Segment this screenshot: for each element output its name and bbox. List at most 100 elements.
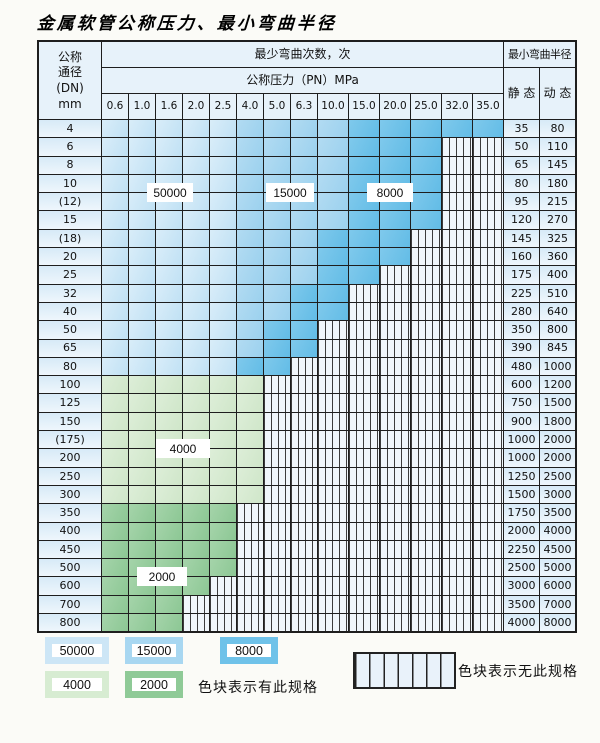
zone-cell	[411, 156, 441, 174]
dynamic-cell: 400	[540, 266, 575, 284]
zone-cell	[102, 248, 128, 266]
zone-cell	[102, 431, 128, 449]
zone-cell	[210, 174, 236, 193]
zone-cell	[237, 229, 263, 248]
zone-cell	[291, 614, 317, 632]
zone-cell	[129, 120, 155, 138]
zone-cell	[237, 394, 263, 412]
dynamic-cell: 145	[540, 156, 575, 174]
zone-cell	[129, 595, 155, 614]
static-cell: 65	[504, 156, 539, 174]
zone-cell	[349, 412, 379, 431]
zone-cell	[473, 284, 503, 302]
zone-cell	[156, 302, 182, 321]
zone-cell	[380, 376, 410, 394]
static-cell: 95	[504, 193, 539, 211]
zone-cell	[318, 357, 348, 376]
zone-cell	[156, 614, 182, 632]
zone-cell	[291, 211, 317, 229]
zone-cell	[473, 357, 503, 376]
zone-cell	[102, 357, 128, 376]
zone-cell	[411, 540, 441, 559]
zone-cell	[129, 229, 155, 248]
zone-cell	[411, 522, 441, 540]
zone-cell	[264, 431, 290, 449]
zone-cell	[129, 321, 155, 339]
zone-cell	[380, 302, 410, 321]
dynamic-cell: 4500	[540, 540, 575, 559]
zone-cell	[442, 394, 472, 412]
zone-cell	[102, 449, 128, 467]
dn-cell: 600	[39, 577, 101, 595]
zone-cell	[264, 339, 290, 357]
zone-cell	[210, 357, 236, 376]
zone-cell	[237, 284, 263, 302]
dn-cell: (18)	[39, 229, 101, 248]
dn-cell: 800	[39, 614, 101, 632]
zone-cell	[411, 595, 441, 614]
zone-cell	[442, 467, 472, 485]
zone-cell	[380, 614, 410, 632]
zone-cell	[349, 467, 379, 485]
zone-cell	[264, 248, 290, 266]
zone-cell	[237, 449, 263, 467]
zone-cell	[264, 412, 290, 431]
zone-cell	[129, 284, 155, 302]
zone-cell	[349, 595, 379, 614]
zone-cell	[442, 577, 472, 595]
zone-cell	[183, 467, 209, 485]
pressure-tick: 1.0	[129, 94, 155, 119]
zone-cell	[318, 595, 348, 614]
zone-cell	[237, 339, 263, 357]
zone-cell	[349, 449, 379, 467]
zone-cell	[264, 394, 290, 412]
zone-cell	[156, 211, 182, 229]
static-cell: 2500	[504, 559, 539, 577]
dynamic-cell: 2000	[540, 431, 575, 449]
dn-cell: 700	[39, 595, 101, 614]
cycle-label-8000: 8000	[367, 183, 413, 202]
zone-cell	[411, 211, 441, 229]
dn-cell: 65	[39, 339, 101, 357]
zone-cell	[442, 174, 472, 193]
zone-cell	[156, 412, 182, 431]
zone-cell	[442, 412, 472, 431]
zone-cell	[210, 504, 236, 522]
zone-cell	[442, 193, 472, 211]
zone-cell	[237, 540, 263, 559]
zone-cell	[380, 449, 410, 467]
dynamic-cell: 8000	[540, 614, 575, 632]
zone-cell	[318, 485, 348, 504]
zone-cell	[264, 120, 290, 138]
zone-cell	[264, 376, 290, 394]
zone-cell	[210, 339, 236, 357]
pressure-tick: 2.5	[210, 94, 236, 119]
zone-cell	[442, 266, 472, 284]
zone-cell	[264, 284, 290, 302]
zone-cell	[102, 193, 128, 211]
static-cell: 1500	[504, 485, 539, 504]
static-cell: 280	[504, 302, 539, 321]
zone-cell	[442, 248, 472, 266]
zone-cell	[102, 266, 128, 284]
zone-cell	[291, 485, 317, 504]
zone-cell	[183, 156, 209, 174]
zone-cell	[291, 302, 317, 321]
zone-cell	[291, 412, 317, 431]
zone-cell	[237, 302, 263, 321]
cycle-label-4000: 4000	[156, 439, 210, 458]
zone-cell	[411, 485, 441, 504]
page-title: 金属软管公称压力、最小弯曲半径	[36, 14, 338, 34]
zone-cell	[442, 138, 472, 156]
zone-cell	[349, 431, 379, 449]
zone-cell	[102, 156, 128, 174]
zone-cell	[264, 357, 290, 376]
static-cell: 1000	[504, 449, 539, 467]
pressure-tick: 20.0	[380, 94, 410, 119]
zone-cell	[442, 211, 472, 229]
zone-cell	[473, 376, 503, 394]
zone-cell	[210, 540, 236, 559]
zone-cell	[183, 577, 209, 595]
zone-cell	[411, 614, 441, 632]
dn-cell: 250	[39, 467, 101, 485]
